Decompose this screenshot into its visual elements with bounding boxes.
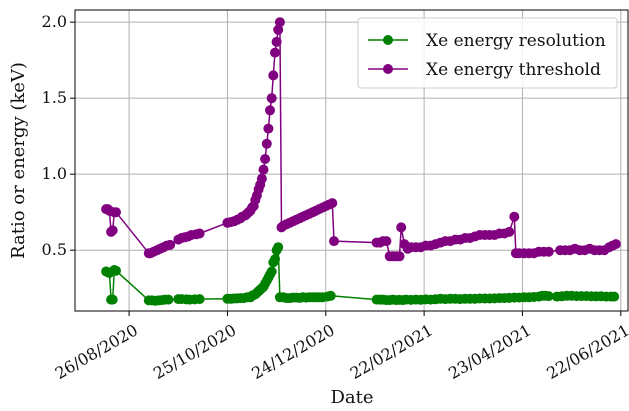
data-point [381,236,392,247]
data-point [270,254,280,265]
data-point [329,236,339,247]
data-point [394,251,405,262]
x-tick-label: 22/02/2021 [347,320,436,383]
plot-frame [74,9,629,312]
series-xe-energy-threshold [101,17,621,262]
series-xe-energy-resolution [101,242,620,306]
legend-box [357,17,618,89]
data-point [261,138,272,149]
x-tick-label: 23/04/2021 [445,320,534,383]
x-tick-label: 25/10/2020 [150,320,239,383]
data-point [258,164,269,175]
data-point [163,294,174,305]
data-point [266,93,277,104]
data-point [107,225,118,236]
y-tick-label: 1.0 [42,164,67,183]
data-point [609,291,620,302]
data-point [111,207,121,218]
data-point [610,239,621,250]
data-point [396,222,407,233]
data-point [543,246,554,257]
legend: Xe energy resolution Xe energy threshold [357,17,618,89]
legend-marker-xe-energy-resolution [383,35,393,45]
data-point [268,70,279,81]
y-tick-label: 1.5 [42,88,67,107]
data-point [263,123,274,134]
data-point [271,36,282,47]
data-point [194,228,205,239]
legend-label-xe-energy-threshold: Xe energy threshold [426,60,601,80]
data-point [504,226,515,237]
data-point [509,211,520,222]
data-point [274,17,285,28]
legend-label-xe-energy-resolution: Xe energy resolution [426,31,606,51]
data-point [265,105,275,116]
data-point [165,239,176,250]
data-point [111,265,121,276]
y-axis-title: Ratio or energy (keV) [8,62,29,259]
data-point [194,294,205,305]
y-tick-label: 0.5 [42,240,67,259]
series-layer [101,17,621,306]
data-point [256,173,267,184]
x-tick-label: 26/08/2020 [52,320,141,383]
x-tick-label: 24/12/2020 [248,320,337,383]
data-point [273,242,284,253]
x-axis-title: Date [330,387,373,408]
x-tick-label: 22/06/2021 [543,320,629,383]
data-point [543,291,554,302]
data-point [260,154,271,164]
legend-marker-xe-energy-threshold [383,64,393,74]
data-point [270,47,280,58]
data-point [273,24,284,35]
data-point [325,290,336,301]
data-point [327,198,338,209]
data-point [107,294,118,305]
y-tick-label: 2.0 [42,12,67,31]
data-point [266,266,277,277]
